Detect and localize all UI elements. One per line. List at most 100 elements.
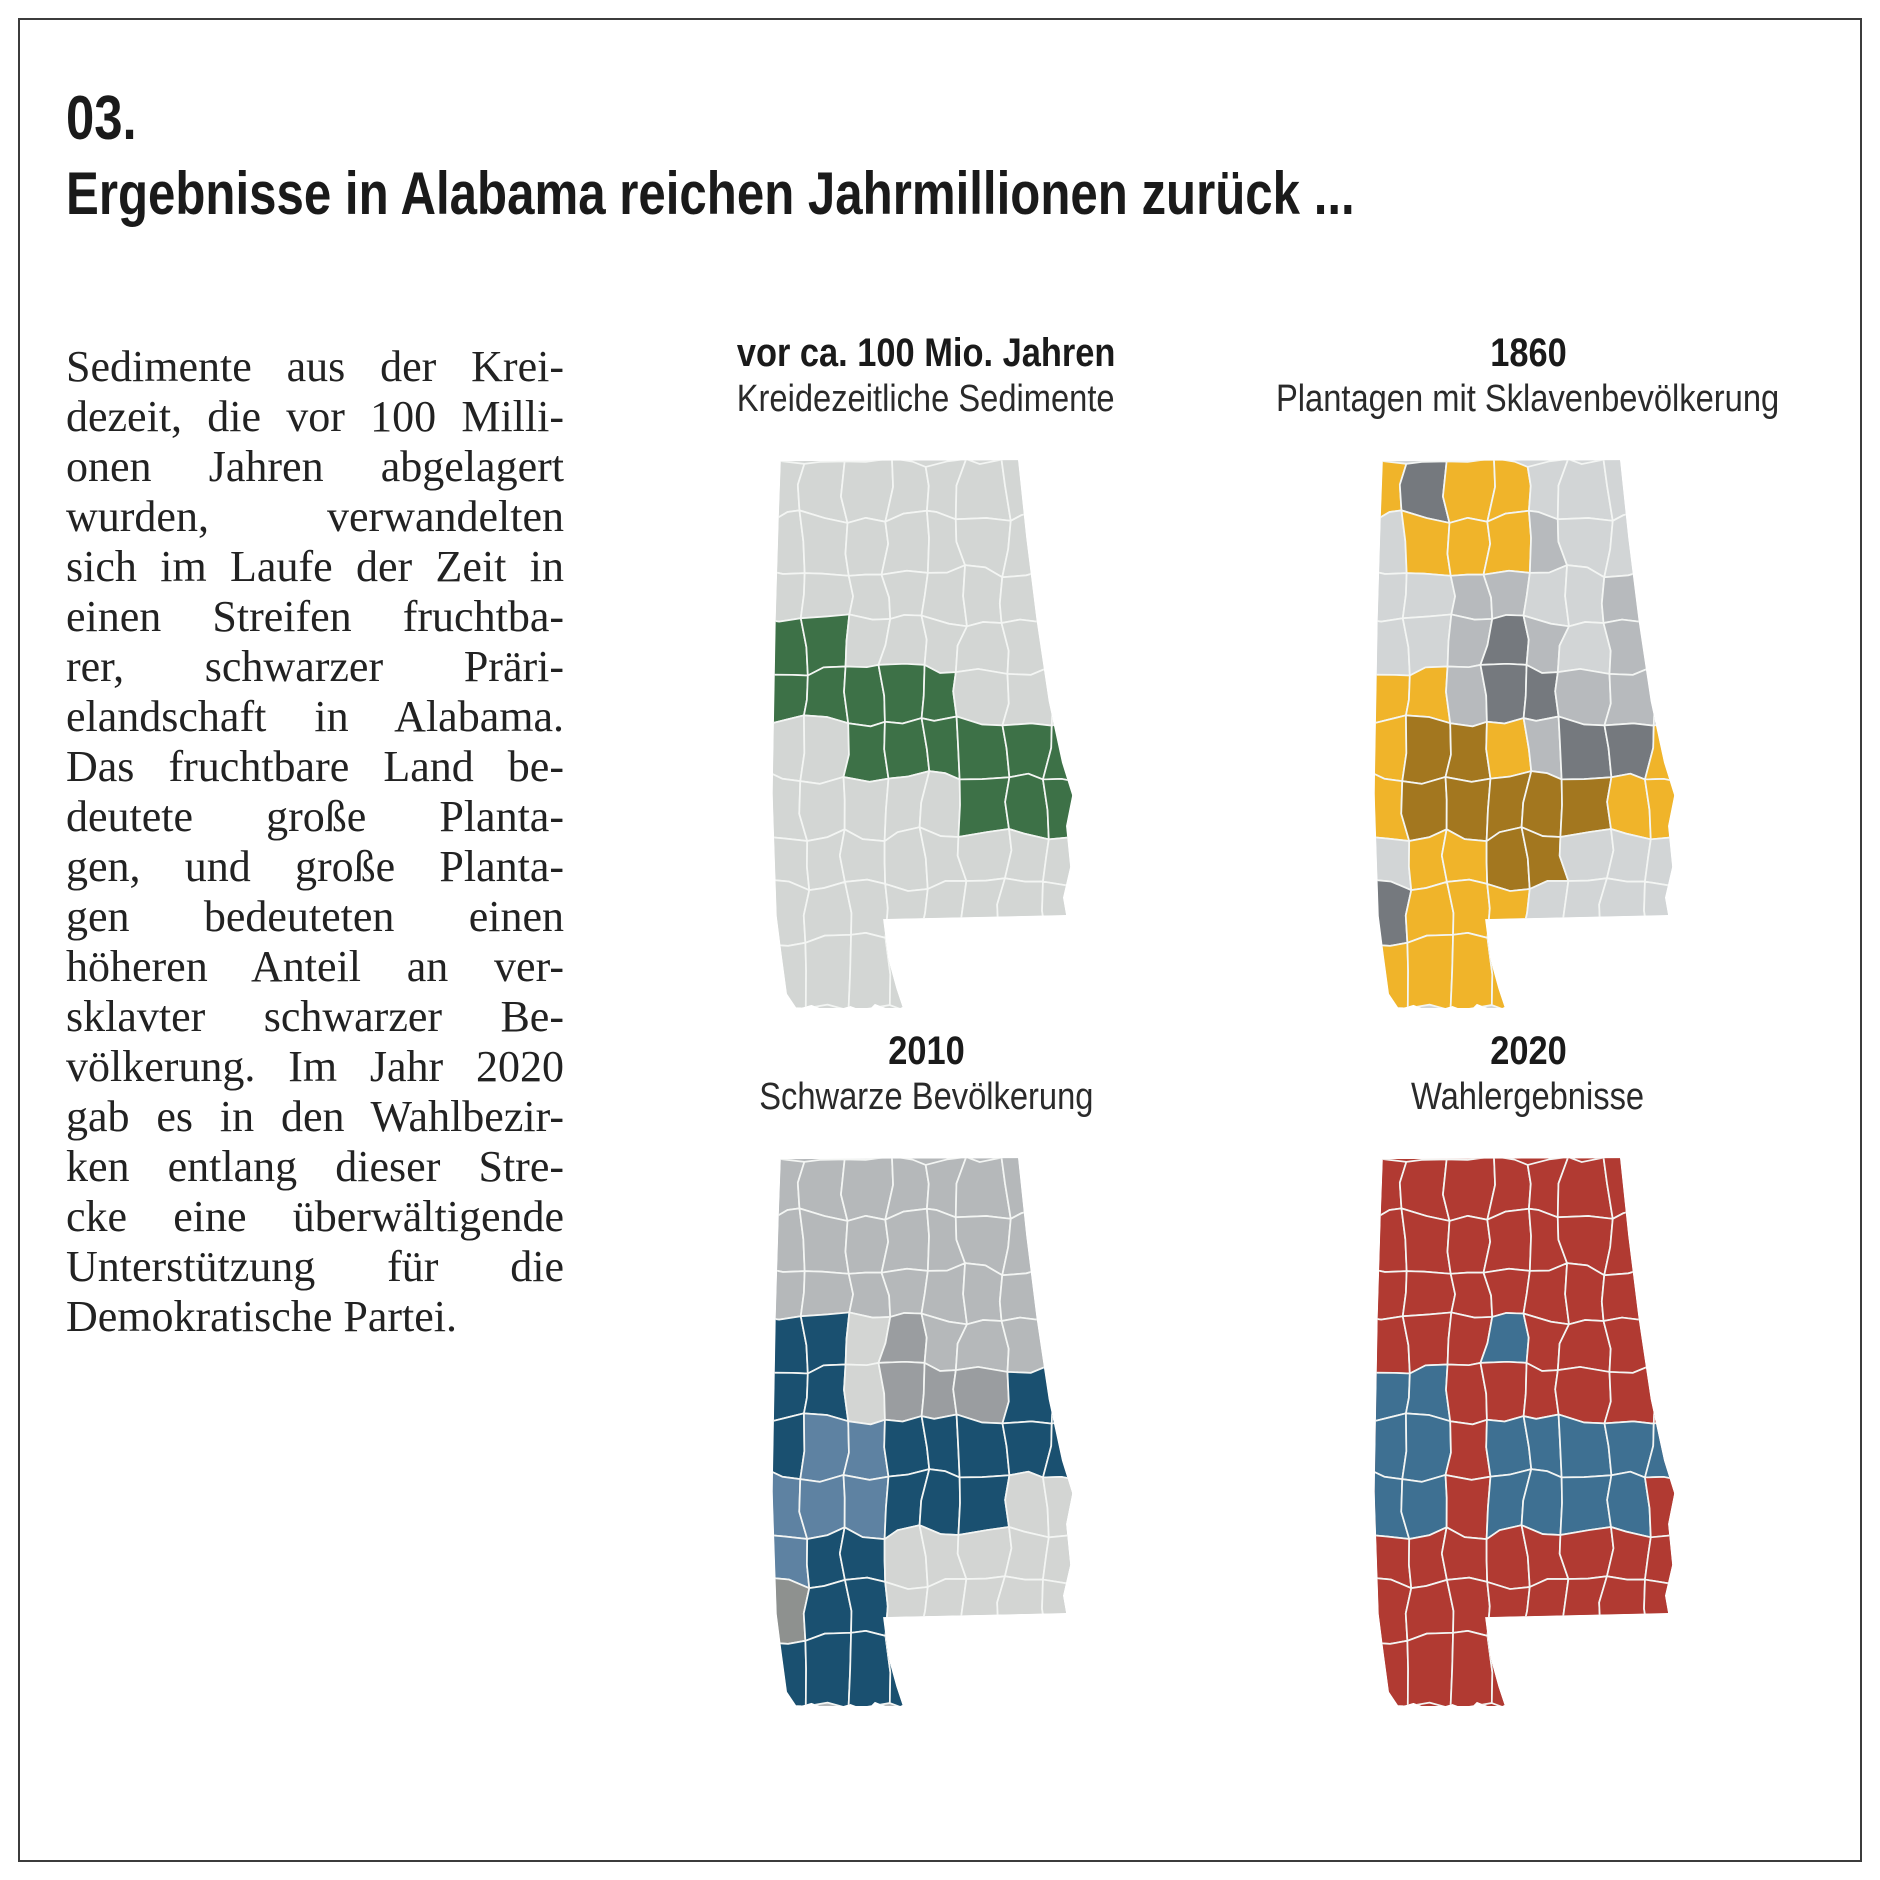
county-cell — [1374, 941, 1409, 1008]
map-card-2020: 2020 Wahlergebnisse — [1268, 1028, 1788, 1706]
county-cell — [1557, 715, 1613, 781]
paragraph-line: onen Jahren abgelagert — [66, 442, 564, 491]
county-cell — [847, 1629, 892, 1706]
county-cell — [803, 1363, 850, 1423]
county-cell — [799, 714, 850, 785]
alabama-county-map — [772, 1158, 1073, 1706]
county-cell — [1044, 560, 1073, 627]
alabama-county-map — [772, 460, 1073, 1008]
county-cell — [956, 1526, 1013, 1580]
county-cell — [840, 460, 894, 524]
county-cell — [802, 880, 853, 944]
county-cell — [1042, 778, 1073, 841]
county-cell — [1644, 778, 1675, 841]
county-cell — [772, 569, 806, 623]
county-cell — [1603, 1362, 1657, 1425]
county-cell — [1401, 1270, 1456, 1318]
county-cell — [842, 720, 890, 783]
county-cell — [1599, 932, 1650, 1008]
county-cell — [1374, 1639, 1409, 1706]
county-cell — [917, 936, 968, 1008]
county-cell — [1442, 1158, 1496, 1222]
county-cell — [772, 1412, 806, 1481]
county-cell — [1374, 617, 1411, 677]
county-cell — [955, 715, 1011, 781]
map-title: 2020 — [1489, 1029, 1567, 1073]
paragraph-line: Unterstützung für die — [66, 1242, 564, 1291]
map-card-2010: 2010 Schwarze Bevölkerung — [666, 1028, 1186, 1706]
county-cell — [1559, 776, 1613, 838]
county-cell — [1374, 714, 1408, 783]
county-cell — [877, 1360, 926, 1423]
county-cell — [1644, 1415, 1675, 1484]
county-cell — [1646, 1258, 1675, 1325]
county-cell — [1643, 880, 1675, 945]
county-cell — [1486, 1581, 1531, 1638]
map-title: 2010 — [887, 1029, 965, 1073]
county-cell — [1646, 560, 1675, 627]
county-cell — [772, 509, 806, 575]
county-cell — [1557, 1413, 1613, 1479]
county-cell — [998, 1265, 1053, 1322]
county-cell — [1559, 1474, 1613, 1536]
paragraph-line: ken entlang dieser Stre- — [66, 1142, 564, 1191]
county-cell — [1039, 509, 1073, 570]
county-cell — [1446, 1214, 1492, 1275]
county-cell — [1050, 1362, 1073, 1425]
county-cell — [1558, 828, 1615, 882]
alabama-county-map — [1374, 1158, 1675, 1706]
county-cell — [1522, 1361, 1560, 1420]
county-cell — [1641, 1158, 1675, 1218]
county-cell — [1401, 714, 1452, 785]
county-cell — [884, 933, 929, 1008]
county-cell — [1479, 1360, 1528, 1423]
county-cell — [772, 617, 809, 677]
county-cell — [952, 668, 1010, 727]
county-cell — [1041, 936, 1073, 1008]
county-cell — [1599, 1630, 1650, 1706]
county-cell — [844, 1214, 890, 1275]
county-cell — [1646, 1317, 1675, 1367]
alabama-map-2010 — [752, 1120, 1100, 1706]
county-cell — [884, 883, 929, 940]
paragraph-line: dezeit, die vor 100 Milli- — [66, 392, 564, 441]
county-cell — [920, 663, 958, 722]
paragraph-line: deutete große Planta- — [66, 792, 564, 841]
county-cell — [1486, 1631, 1531, 1706]
county-cell — [842, 1418, 890, 1481]
county-cell — [802, 1578, 853, 1642]
county-cell — [804, 1631, 852, 1706]
county-cell — [798, 776, 846, 842]
county-cell — [996, 877, 1048, 940]
paragraph-line: gen bedeuteten einen — [66, 892, 564, 941]
county-cell — [1479, 662, 1528, 725]
map-card-sedimente: vor ca. 100 Mio. Jahren Kreidezeitliche … — [666, 330, 1186, 1008]
paragraph-line: völkerung. Im Jahr 2020 — [66, 1042, 564, 1091]
county-cell — [847, 931, 892, 1008]
county-cell — [772, 1315, 809, 1375]
county-cell — [1374, 569, 1408, 623]
county-cell — [1641, 1207, 1675, 1268]
map-subtitle: Kreidezeitliche Sedimente — [737, 378, 1115, 420]
county-cell — [1644, 717, 1675, 786]
county-cell — [880, 509, 930, 576]
county-cell — [1558, 1526, 1615, 1580]
alabama-map-1860 — [1354, 422, 1702, 1008]
county-cell — [1044, 619, 1073, 669]
county-cell — [1652, 664, 1675, 727]
county-cell — [884, 1581, 929, 1638]
county-cell — [956, 937, 1003, 1008]
county-cell — [957, 776, 1011, 838]
county-cell — [1652, 1362, 1675, 1425]
paragraph-line: Sedimente aus der Krei- — [66, 342, 564, 391]
county-cell — [1374, 1576, 1413, 1645]
county-cell — [998, 567, 1053, 624]
county-cell — [1374, 1412, 1408, 1481]
county-cell — [772, 714, 806, 783]
county-cell — [1641, 509, 1675, 570]
county-cell — [1643, 1634, 1675, 1706]
county-cell — [772, 1576, 811, 1645]
alabama-map-2020 — [1354, 1120, 1702, 1706]
county-cell — [1482, 1207, 1532, 1274]
county-cell — [957, 1474, 1011, 1536]
